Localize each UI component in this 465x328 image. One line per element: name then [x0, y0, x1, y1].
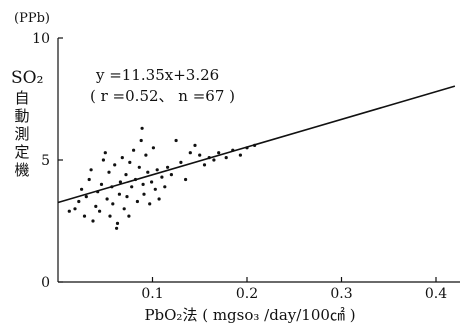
data-point [103, 151, 107, 155]
regression-stats: ( r =0.52、 n =67 ) [90, 87, 235, 105]
data-point [135, 199, 139, 204]
data-point [98, 209, 102, 213]
y-axis-label-char: 動 [14, 107, 29, 125]
data-point [67, 209, 71, 213]
data-point [127, 214, 131, 218]
data-point [130, 185, 134, 189]
data-point [99, 182, 104, 186]
data-point [87, 177, 91, 182]
data-point [124, 173, 128, 177]
data-point [132, 148, 136, 152]
data-point [160, 175, 164, 179]
regression-equation: y =11.35x+3.26 [95, 66, 219, 84]
data-point [166, 165, 170, 169]
y-tick-label: 10 [32, 31, 50, 47]
data-point [82, 214, 87, 218]
data-point [224, 156, 228, 160]
data-point [128, 160, 132, 164]
data-point [202, 163, 207, 167]
tick-labels: 0.1 0.2 0.3 0.4 0 5 10 [32, 31, 447, 302]
data-point [169, 173, 173, 177]
data-point [184, 177, 188, 182]
x-tick-label: 0.3 [330, 286, 352, 302]
y-unit-label: (PPb) [14, 11, 50, 26]
data-point [115, 221, 120, 225]
data-point [144, 153, 148, 157]
data-point [140, 126, 144, 130]
data-point [120, 156, 124, 160]
x-tick-label: 0.2 [236, 286, 258, 302]
data-point [238, 153, 242, 157]
data-point [146, 170, 150, 174]
data-point [157, 197, 161, 201]
data-point [77, 199, 81, 204]
data-point [115, 226, 119, 230]
data-point [113, 163, 117, 167]
data-point [141, 182, 145, 186]
y-tick-label: 5 [41, 153, 50, 169]
y-axis-label-char: 測 [14, 125, 29, 143]
data-point [137, 165, 141, 169]
data-point [153, 187, 157, 191]
data-point [84, 195, 88, 199]
data-point [212, 158, 216, 162]
data-point [107, 170, 111, 174]
data-point [174, 138, 178, 143]
y-axis-label-pollutant: SO₂ [11, 68, 43, 88]
data-point [118, 180, 122, 184]
data-point [142, 192, 146, 196]
data-point [91, 219, 95, 223]
data-points [67, 126, 257, 230]
x-axis-label: PbO₂法 ( mgso₃ /day/100㎠ ) [144, 306, 355, 324]
data-point [73, 207, 77, 211]
data-point [150, 180, 154, 184]
x-tick-label: 0.1 [141, 286, 163, 302]
data-point [179, 160, 183, 164]
data-point [117, 192, 121, 196]
data-point [193, 143, 197, 147]
y-axis-label-char: 定 [14, 143, 29, 161]
y-axis-label-char: 機 [14, 161, 29, 179]
data-point [163, 185, 167, 189]
data-point [155, 168, 159, 172]
data-point [111, 202, 115, 206]
data-point [217, 151, 221, 155]
data-point [198, 153, 202, 157]
data-point [80, 187, 84, 191]
data-point [122, 207, 126, 211]
data-point [101, 158, 105, 162]
data-point [151, 146, 155, 150]
regression-line [57, 85, 456, 204]
data-point [125, 195, 129, 199]
data-point [139, 138, 143, 143]
data-point [105, 197, 109, 201]
data-point [148, 202, 152, 206]
y-tick-label: 0 [41, 275, 50, 291]
x-tick-label: 0.4 [425, 286, 447, 302]
data-point [188, 151, 192, 155]
data-point [94, 204, 98, 208]
y-axis-label-char: 自 [14, 89, 29, 107]
tick-marks [58, 37, 437, 283]
data-point [89, 168, 93, 172]
data-point [108, 214, 112, 218]
